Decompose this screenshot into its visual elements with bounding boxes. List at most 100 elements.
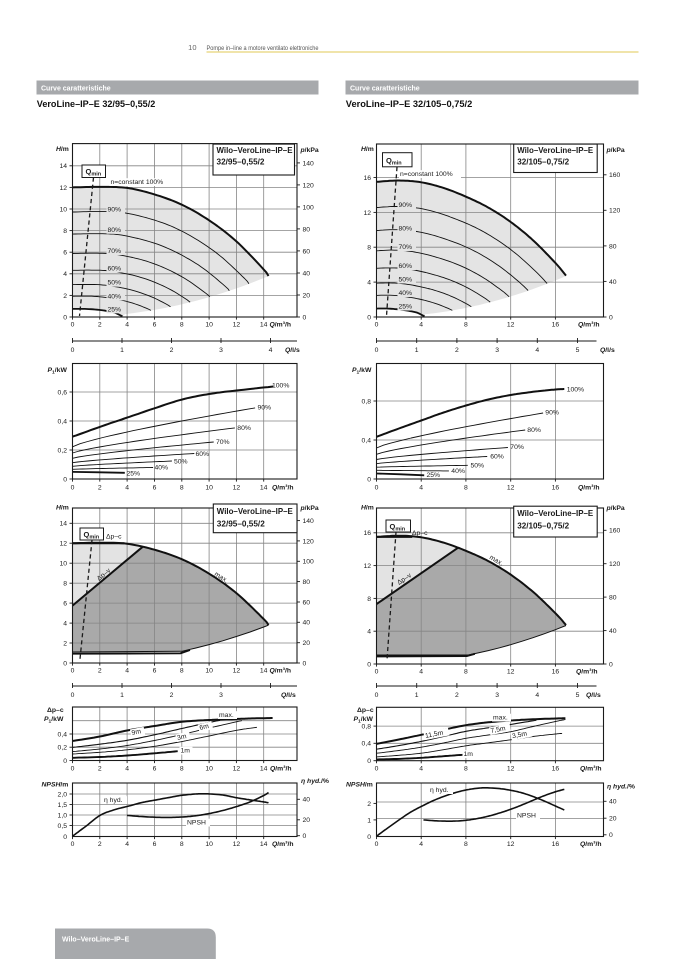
svg-text:Q/l/s: Q/l/s <box>285 347 300 354</box>
svg-text:4: 4 <box>535 347 539 354</box>
svg-text:Qmin: Qmin <box>86 167 102 178</box>
svg-text:140: 140 <box>303 160 315 167</box>
svg-text:0: 0 <box>367 834 371 841</box>
svg-text:12: 12 <box>59 185 67 192</box>
svg-text:32/105–0,75/2: 32/105–0,75/2 <box>517 522 569 531</box>
svg-text:0: 0 <box>71 668 75 675</box>
svg-text:0: 0 <box>63 660 67 667</box>
svg-text:1,0: 1,0 <box>58 812 68 819</box>
svg-text:20: 20 <box>303 640 311 647</box>
svg-text:3: 3 <box>495 347 499 354</box>
svg-text:2: 2 <box>98 841 102 848</box>
svg-text:70%: 70% <box>399 244 413 251</box>
svg-text:0,4: 0,4 <box>58 418 68 425</box>
svg-text:50%: 50% <box>108 280 122 287</box>
svg-text:6: 6 <box>153 841 157 848</box>
svg-text:4: 4 <box>419 841 423 848</box>
svg-text:70%: 70% <box>108 248 122 255</box>
svg-text:12: 12 <box>233 322 241 329</box>
svg-text:Q/m³/h: Q/m³/h <box>270 322 292 329</box>
svg-text:1: 1 <box>120 692 124 699</box>
svg-text:8: 8 <box>367 245 371 252</box>
svg-text:10: 10 <box>188 43 196 52</box>
svg-text:0: 0 <box>375 669 379 676</box>
svg-text:6: 6 <box>153 322 157 329</box>
svg-text:1m: 1m <box>181 748 191 755</box>
svg-text:10: 10 <box>205 668 213 675</box>
svg-text:5: 5 <box>576 347 580 354</box>
svg-text:0: 0 <box>367 476 371 483</box>
svg-text:Q/m³/h: Q/m³/h <box>270 668 292 675</box>
svg-text:Pompe in–line a motore ventila: Pompe in–line a motore ventilato elettro… <box>207 45 319 52</box>
svg-text:120: 120 <box>609 561 621 568</box>
svg-text:20: 20 <box>303 817 311 824</box>
svg-text:12: 12 <box>233 841 241 848</box>
svg-text:0,2: 0,2 <box>58 745 68 752</box>
svg-text:Δp–c: Δp–c <box>47 707 64 714</box>
svg-text:0,2: 0,2 <box>58 447 68 454</box>
svg-text:η hyd./%: η hyd./% <box>607 784 635 791</box>
svg-text:12: 12 <box>363 563 371 570</box>
svg-text:12: 12 <box>507 485 515 492</box>
svg-text:40%: 40% <box>399 290 413 297</box>
svg-text:0: 0 <box>303 314 307 321</box>
svg-text:max.: max. <box>493 715 508 722</box>
svg-text:4: 4 <box>63 621 67 628</box>
svg-text:8: 8 <box>464 322 468 329</box>
svg-text:90%: 90% <box>399 202 413 209</box>
svg-text:0: 0 <box>63 758 67 765</box>
svg-text:4: 4 <box>63 271 67 278</box>
svg-text:32/105–0,75/2: 32/105–0,75/2 <box>517 157 569 166</box>
svg-text:0: 0 <box>63 476 67 483</box>
svg-text:10: 10 <box>59 561 67 568</box>
svg-text:8: 8 <box>180 322 184 329</box>
svg-text:NPSH/m: NPSH/m <box>42 782 69 789</box>
svg-text:40: 40 <box>609 279 617 286</box>
svg-text:Wilo–VeroLine–IP–E: Wilo–VeroLine–IP–E <box>217 146 294 155</box>
svg-text:0,8: 0,8 <box>362 398 372 405</box>
svg-text:2: 2 <box>367 801 371 808</box>
svg-text:4: 4 <box>419 485 423 492</box>
svg-text:0: 0 <box>71 485 75 492</box>
svg-text:4: 4 <box>419 322 423 329</box>
svg-text:60%: 60% <box>490 454 504 461</box>
svg-text:6: 6 <box>153 668 157 675</box>
svg-text:10: 10 <box>205 766 213 773</box>
svg-text:NPSH: NPSH <box>187 820 206 827</box>
svg-text:80%: 80% <box>108 227 122 234</box>
svg-text:0: 0 <box>71 322 75 329</box>
svg-text:12: 12 <box>363 210 371 217</box>
svg-text:1m: 1m <box>464 751 474 758</box>
svg-text:Q/l/s: Q/l/s <box>586 692 601 699</box>
svg-text:160: 160 <box>609 172 621 179</box>
svg-text:1,5: 1,5 <box>58 802 68 809</box>
svg-text:100%: 100% <box>567 387 584 394</box>
svg-text:Δp–c: Δp–c <box>106 534 122 541</box>
svg-text:0: 0 <box>303 660 307 667</box>
svg-text:2: 2 <box>98 668 102 675</box>
svg-text:6: 6 <box>63 250 67 257</box>
svg-text:1: 1 <box>367 817 371 824</box>
svg-text:Q/m³/h: Q/m³/h <box>578 485 600 492</box>
svg-text:80%: 80% <box>399 226 413 233</box>
svg-text:32/95–0,55/2: 32/95–0,55/2 <box>217 157 265 166</box>
svg-text:14: 14 <box>260 485 268 492</box>
svg-text:120: 120 <box>609 208 621 215</box>
svg-text:25%: 25% <box>399 304 413 311</box>
svg-text:2: 2 <box>455 692 459 699</box>
svg-text:Q/m³/h: Q/m³/h <box>578 322 600 329</box>
svg-text:p/kPa: p/kPa <box>300 505 319 512</box>
svg-text:0: 0 <box>71 692 75 699</box>
svg-text:12: 12 <box>59 541 67 548</box>
svg-text:1: 1 <box>415 692 419 699</box>
svg-text:80: 80 <box>303 226 311 233</box>
svg-text:η hyd.: η hyd. <box>104 797 123 804</box>
svg-text:0: 0 <box>375 766 379 773</box>
svg-text:16: 16 <box>552 766 560 773</box>
svg-text:16: 16 <box>552 322 560 329</box>
svg-text:0: 0 <box>63 314 67 321</box>
svg-text:Q/l/s: Q/l/s <box>600 347 615 354</box>
svg-text:140: 140 <box>303 518 315 525</box>
svg-text:10: 10 <box>205 322 213 329</box>
svg-text:12: 12 <box>507 669 515 676</box>
